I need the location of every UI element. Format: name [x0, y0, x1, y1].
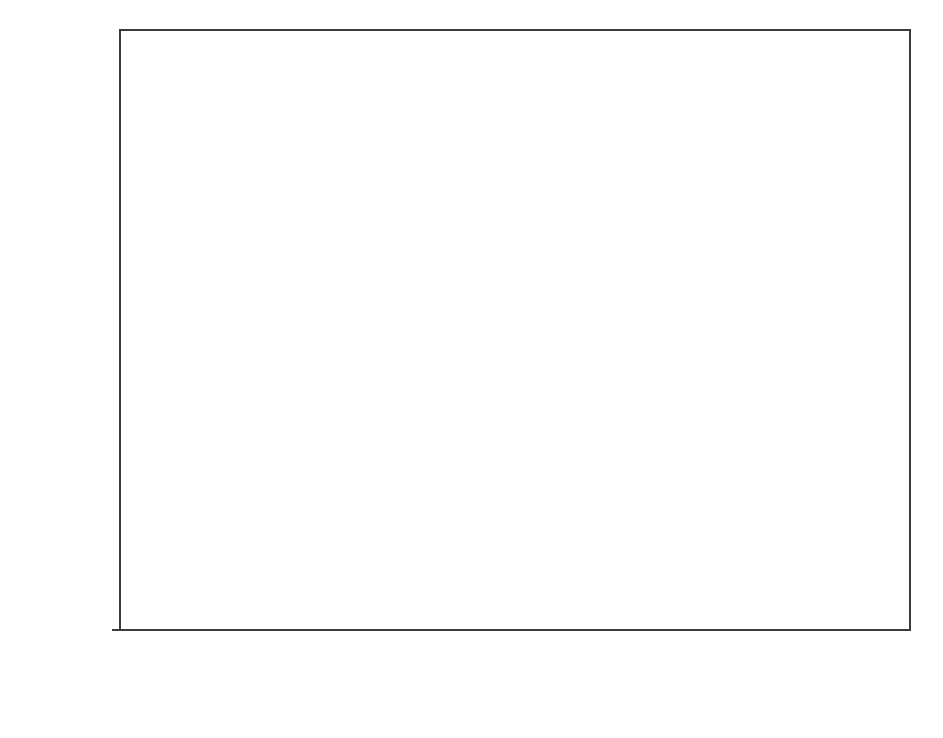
chart-container: [0, 0, 943, 733]
viability-bar-chart: [0, 0, 943, 733]
